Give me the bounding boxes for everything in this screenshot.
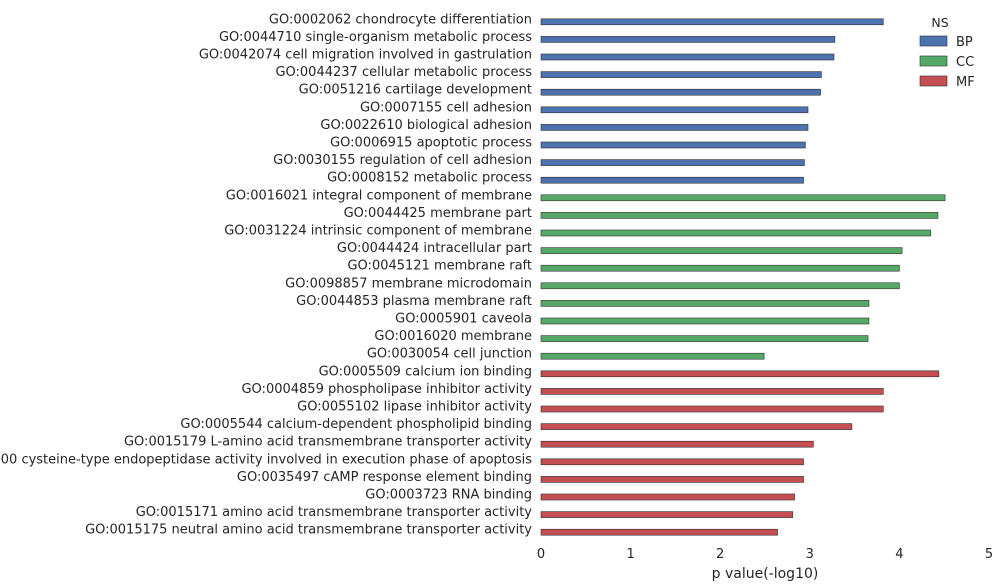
x-tick-label: 2 (716, 547, 724, 562)
bar-mf (540, 528, 778, 536)
category-label: GO:0015175 neutral amino acid transmembr… (85, 523, 532, 538)
bar-cc (540, 212, 939, 219)
bar-bp (540, 71, 822, 78)
bar-mf (540, 423, 853, 430)
category-label: GO:0044237 cellular metabolic process (275, 65, 532, 80)
bar-mf (540, 511, 794, 518)
category-label: GO:0055102 lipase inhibitor activity (297, 400, 532, 415)
category-label: GO:0016020 membrane (374, 329, 532, 344)
category-label: GO:0044710 single-organism metabolic pro… (219, 30, 532, 45)
x-tick-label: 4 (895, 547, 903, 562)
bar-cc (540, 352, 765, 360)
legend-label-mf: MF (956, 75, 975, 90)
bar-cc (540, 282, 900, 290)
category-label: GO:0097200 cysteine-type endopeptidase a… (0, 452, 532, 467)
category-label: GO:0044853 plasma membrane raft (296, 294, 532, 309)
legend-label-cc: CC (956, 55, 974, 70)
category-label: GO:0005901 caveola (395, 312, 532, 327)
bar-bp (540, 36, 836, 43)
bar-bp (540, 88, 821, 96)
bar-cc (540, 300, 870, 307)
legend-swatch-mf (919, 75, 948, 87)
category-label: GO:0035497 cAMP response element binding (237, 470, 532, 485)
bar-mf (540, 405, 884, 413)
bar-cc (540, 317, 870, 325)
category-label: GO:0031224 intrinsic component of membra… (224, 224, 532, 239)
bar-bp (540, 18, 884, 26)
category-label: GO:0008152 metabolic process (327, 171, 532, 186)
category-label: GO:0003723 RNA binding (365, 488, 532, 503)
bar-mf (540, 440, 814, 448)
bar-cc (540, 264, 900, 272)
category-label: GO:0022610 biological adhesion (320, 118, 532, 133)
bar-bp (540, 176, 804, 184)
category-label: GO:0007155 cell adhesion (360, 100, 532, 115)
bar-mf (540, 493, 795, 501)
category-label: GO:0005544 calcium-dependent phospholipi… (180, 417, 532, 432)
legend-title: NS (931, 15, 948, 30)
category-label: GO:0015171 amino acid transmembrane tran… (136, 505, 533, 520)
legend-swatch-bp (919, 35, 948, 47)
legend-swatch-cc (919, 55, 948, 67)
category-label: GO:0015179 L-amino acid transmembrane tr… (124, 435, 532, 450)
category-label: GO:0005509 calcium ion binding (319, 364, 532, 379)
category-label: GO:0051216 cartilage development (299, 83, 532, 98)
category-label: GO:0098857 membrane microdomain (285, 276, 532, 291)
category-label: GO:0004859 phospholipase inhibitor activ… (241, 382, 532, 397)
x-tick-label: 1 (626, 547, 634, 562)
bar-mf (540, 476, 804, 483)
bar-cc (540, 229, 932, 237)
category-label: GO:0006915 apoptotic process (330, 136, 532, 151)
category-label: GO:0044425 membrane part (344, 206, 532, 221)
bar-mf (540, 458, 804, 466)
category-label: GO:0042074 cell migration involved in ga… (199, 48, 532, 63)
x-axis-title: p value(-log10) (712, 566, 819, 582)
category-label: GO:0030155 regulation of cell adhesion (273, 153, 532, 168)
category-label: GO:0016021 integral component of membran… (226, 188, 532, 203)
bar-cc (540, 335, 869, 342)
bar-bp (540, 141, 806, 149)
x-tick-label: 0 (537, 547, 545, 562)
category-labels: GO:0002062 chondrocyte differentiation GO… (0, 12, 532, 537)
x-tick-label: 5 (985, 547, 993, 562)
category-label: GO:0044424 intracellular part (337, 241, 532, 256)
legend: NS BP CC MF (919, 15, 975, 90)
category-label: GO:0002062 chondrocyte differentiation (269, 12, 532, 27)
bar-mf (540, 370, 940, 378)
x-tick-label: 3 (806, 547, 814, 562)
bar-bp (540, 53, 835, 61)
bar-mf (540, 388, 884, 395)
bars (540, 18, 946, 536)
bar-bp (540, 159, 805, 166)
legend-label-bp: BP (956, 35, 973, 50)
bar-bp (540, 106, 809, 114)
bar-cc (540, 194, 946, 202)
bar-bp (540, 124, 809, 131)
bar-cc (540, 247, 903, 254)
x-axis-ticks: 0 1 2 3 4 5 (537, 547, 993, 562)
category-label: GO:0045121 membrane raft (347, 259, 532, 274)
category-label: GO:0030054 cell junction (367, 347, 532, 362)
legend-items: BP CC MF (919, 35, 975, 90)
